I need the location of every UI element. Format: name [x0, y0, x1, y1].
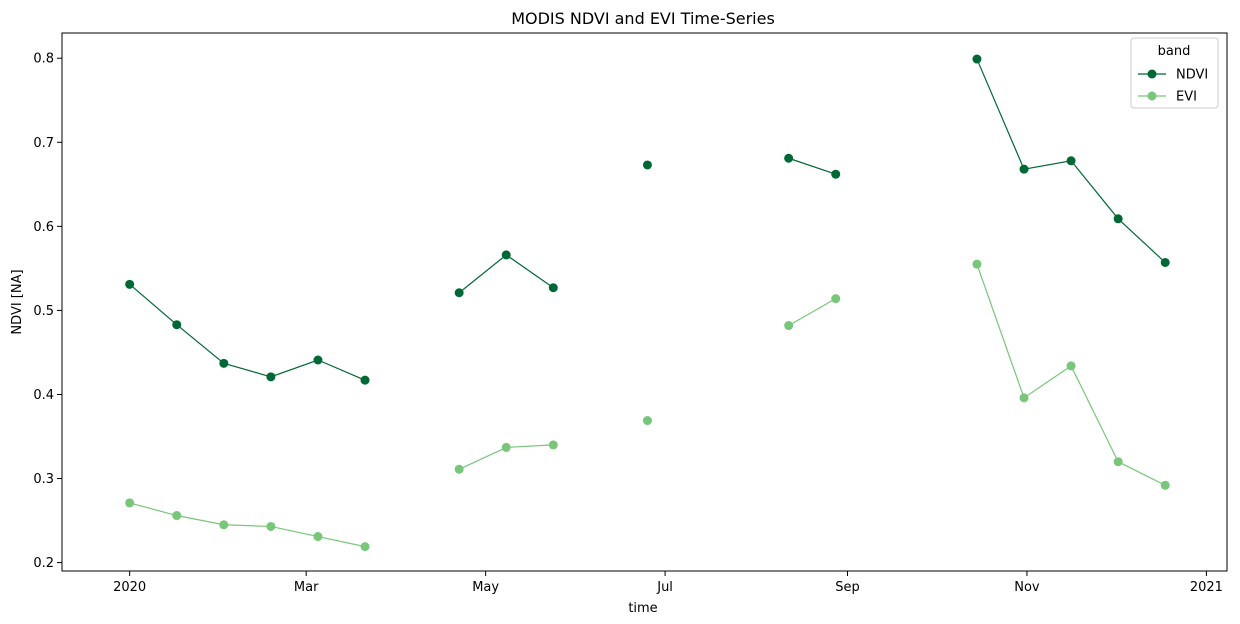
data-point: [266, 521, 276, 531]
data-point: [125, 279, 135, 289]
data-point: [360, 375, 370, 385]
series-line-segment: [129, 283, 366, 381]
x-tick-label: Mar: [294, 580, 319, 595]
data-point: [125, 498, 135, 508]
data-point: [454, 464, 464, 474]
data-point: [454, 288, 464, 298]
legend-label: NDVI: [1176, 68, 1208, 83]
data-point: [548, 440, 558, 450]
data-point: [313, 532, 323, 542]
legend-marker: [1147, 69, 1157, 79]
data-point: [266, 372, 276, 382]
data-point: [1113, 214, 1123, 224]
data-point: [313, 355, 323, 365]
y-tick-label: 0.5: [33, 304, 54, 319]
y-axis: 0.2 0.3 0.4 0.5 0.6 0.7 0.8: [33, 52, 62, 571]
y-tick-label: 0.6: [33, 220, 54, 235]
series-line-segment: [976, 263, 1166, 486]
x-tick-label: Nov: [1014, 580, 1040, 595]
data-point: [219, 358, 229, 368]
data-point: [172, 320, 182, 330]
series-evi: [125, 259, 1170, 552]
data-point: [1113, 457, 1123, 467]
x-tick-label: Sep: [835, 580, 860, 595]
data-point: [831, 294, 841, 304]
data-point: [501, 250, 511, 260]
y-tick-label: 0.3: [33, 472, 54, 487]
series-line-segment: [788, 157, 836, 175]
plot-frame: [61, 32, 1228, 572]
x-tick-label: May: [472, 580, 499, 595]
legend: band NDVI EVI: [1130, 37, 1219, 109]
chart-title: MODIS NDVI and EVI Time-Series: [511, 9, 775, 28]
data-point: [548, 283, 558, 293]
series-ndvi: [125, 54, 1170, 385]
x-axis: 2020 Mar May Jul Sep Nov 2021: [113, 571, 1223, 595]
data-point: [1160, 257, 1170, 267]
series-line-segment: [788, 298, 837, 327]
data-point: [1160, 480, 1170, 490]
y-axis-label: NDVI [NA]: [10, 269, 25, 334]
y-tick-label: 0.2: [33, 556, 54, 571]
y-tick-label: 0.8: [33, 52, 54, 67]
data-point: [642, 416, 652, 426]
data-point: [972, 54, 982, 64]
data-point: [1066, 156, 1076, 166]
data-point: [219, 520, 229, 530]
data-point: [642, 160, 652, 170]
x-axis-label: time: [628, 601, 657, 616]
data-point: [360, 542, 370, 552]
series-line-segment: [129, 502, 366, 548]
data-point: [1066, 361, 1076, 371]
plot-area: [125, 54, 1170, 552]
data-point: [972, 259, 982, 269]
data-point: [784, 321, 794, 331]
x-tick-label: 2020: [113, 580, 146, 595]
y-tick-label: 0.7: [33, 136, 54, 151]
data-point: [172, 511, 182, 521]
legend-box: [1130, 37, 1219, 109]
series-line-segment: [458, 254, 554, 294]
data-point: [831, 169, 841, 179]
x-tick-label: Jul: [656, 580, 673, 595]
legend-marker: [1147, 91, 1157, 101]
data-point: [784, 153, 794, 163]
legend-title: band: [1158, 44, 1191, 59]
data-point: [1019, 393, 1029, 403]
data-point: [1019, 164, 1029, 174]
y-tick-label: 0.4: [33, 388, 54, 403]
data-point: [501, 442, 511, 452]
legend-label: EVI: [1176, 90, 1197, 105]
x-tick-label: 2021: [1190, 580, 1223, 595]
